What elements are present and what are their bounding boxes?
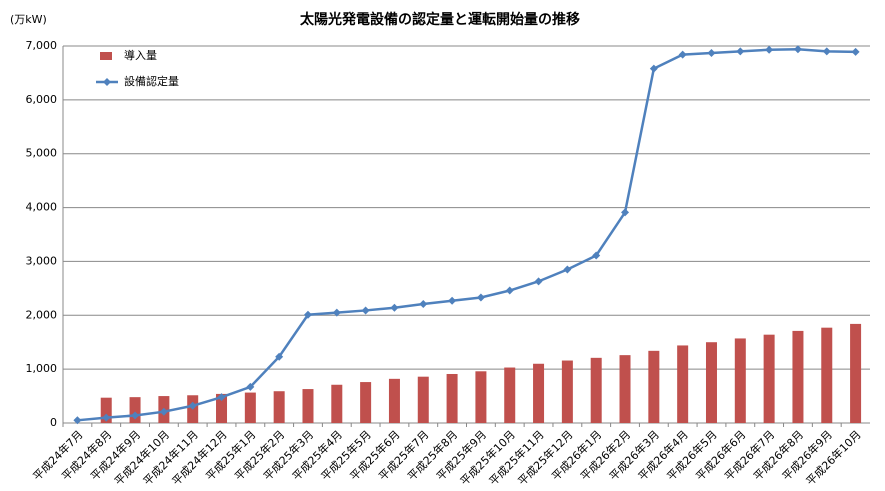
bar: [677, 345, 689, 423]
marker: [534, 277, 543, 286]
marker: [707, 49, 716, 58]
marker: [621, 208, 630, 217]
marker: [851, 47, 860, 56]
marker: [332, 308, 341, 317]
marker: [275, 352, 284, 361]
bar: [504, 367, 516, 423]
y-tick-label: 0: [50, 416, 57, 429]
bar: [302, 389, 314, 423]
marker: [73, 416, 82, 425]
bar: [446, 373, 458, 423]
bar: [360, 382, 372, 423]
marker: [303, 310, 312, 319]
bar: [734, 338, 746, 423]
legend-swatch: [103, 78, 111, 86]
marker: [765, 45, 774, 54]
marker: [476, 293, 485, 302]
chart-title: 太陽光発電設備の認定量と運転開始量の推移: [300, 11, 580, 28]
marker: [361, 306, 370, 315]
marker: [793, 45, 802, 54]
bar: [850, 323, 862, 423]
marker: [102, 413, 111, 422]
marker: [563, 265, 572, 274]
y-tick-label: 1,000: [26, 362, 58, 375]
marker: [678, 50, 687, 59]
marker: [649, 64, 658, 73]
bar: [648, 350, 660, 423]
marker: [419, 299, 428, 308]
marker: [217, 393, 226, 402]
y-tick-label: 5,000: [26, 147, 58, 160]
bar: [763, 334, 775, 423]
marker: [246, 382, 255, 391]
marker: [131, 411, 140, 420]
y-tick-label: 3,000: [26, 254, 58, 267]
y-tick-label: 4,000: [26, 201, 58, 214]
legend-label: 設備認定量: [124, 74, 179, 88]
marker: [159, 407, 168, 416]
marker: [736, 47, 745, 56]
bar: [590, 357, 602, 423]
bar: [244, 392, 256, 423]
bar: [417, 376, 429, 423]
bar: [475, 371, 487, 423]
legend-swatch: [100, 52, 112, 60]
marker: [390, 303, 399, 312]
bar: [821, 327, 833, 423]
bar: [705, 342, 717, 423]
y-tick-label: 7,000: [26, 39, 58, 52]
marker: [188, 401, 197, 410]
bar: [100, 397, 112, 423]
bar: [216, 393, 228, 423]
bar: [129, 397, 141, 423]
bar: [792, 330, 804, 423]
bar: [388, 378, 400, 423]
bar: [619, 355, 631, 423]
bar: [561, 360, 573, 423]
legend-label: 導入量: [124, 48, 157, 62]
y-axis-label: (万kW): [10, 13, 47, 26]
bar: [331, 384, 343, 423]
marker: [822, 47, 831, 56]
marker: [505, 286, 514, 295]
bar: [273, 391, 285, 423]
bar: [533, 363, 545, 423]
marker: [448, 296, 457, 305]
marker: [592, 251, 601, 260]
y-tick-label: 2,000: [26, 308, 58, 321]
y-tick-label: 6,000: [26, 93, 58, 106]
line: [77, 47, 856, 422]
